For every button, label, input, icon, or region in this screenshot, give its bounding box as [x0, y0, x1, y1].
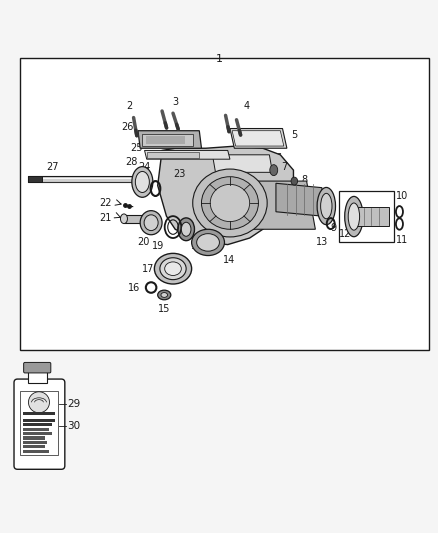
Polygon shape [212, 155, 272, 172]
Ellipse shape [197, 233, 219, 251]
Ellipse shape [345, 197, 363, 237]
Polygon shape [237, 181, 315, 229]
Ellipse shape [201, 177, 258, 229]
Bar [147, 152, 199, 158]
Text: 28: 28 [126, 157, 138, 167]
Bar [23, 432, 52, 435]
Bar [23, 423, 52, 426]
Text: 18: 18 [191, 241, 204, 251]
Text: 3: 3 [172, 96, 178, 107]
Bar [20, 59, 429, 350]
Polygon shape [232, 131, 284, 146]
Bar [142, 134, 193, 146]
Text: 25: 25 [130, 143, 142, 154]
Ellipse shape [135, 172, 149, 192]
Ellipse shape [291, 177, 298, 185]
Text: 10: 10 [396, 190, 408, 200]
Text: 9: 9 [331, 223, 337, 233]
Bar [20, 391, 58, 455]
Bar [23, 419, 55, 422]
Bar [23, 441, 47, 444]
Ellipse shape [154, 253, 192, 284]
Text: 19: 19 [152, 241, 164, 251]
Bar [357, 207, 389, 226]
Ellipse shape [158, 290, 171, 300]
Text: 26: 26 [121, 122, 134, 132]
Ellipse shape [321, 193, 332, 219]
Text: 8: 8 [301, 175, 307, 185]
Text: 17: 17 [142, 264, 154, 273]
Polygon shape [158, 146, 293, 245]
Ellipse shape [317, 188, 336, 225]
Ellipse shape [144, 215, 158, 231]
Ellipse shape [270, 165, 278, 175]
Ellipse shape [132, 167, 153, 197]
Polygon shape [124, 215, 151, 223]
Ellipse shape [210, 184, 250, 222]
Bar [23, 437, 45, 440]
Text: 27: 27 [46, 163, 59, 172]
Text: 22: 22 [99, 198, 112, 208]
Bar [23, 427, 49, 431]
Polygon shape [145, 150, 230, 159]
Ellipse shape [178, 218, 194, 241]
Text: 29: 29 [67, 399, 80, 409]
Text: 5: 5 [291, 130, 297, 140]
Text: 11: 11 [396, 235, 408, 245]
Text: 30: 30 [67, 422, 80, 431]
Ellipse shape [165, 262, 181, 276]
Text: 14: 14 [223, 255, 235, 265]
Ellipse shape [161, 293, 167, 297]
Text: 16: 16 [128, 282, 140, 293]
Bar [28, 176, 147, 182]
Text: 7: 7 [281, 161, 287, 172]
FancyBboxPatch shape [14, 379, 65, 469]
Bar [23, 445, 45, 448]
Text: 15: 15 [158, 304, 170, 314]
Ellipse shape [160, 258, 186, 280]
Text: 20: 20 [138, 237, 150, 247]
Polygon shape [276, 183, 322, 216]
Text: 23: 23 [173, 169, 185, 179]
Ellipse shape [140, 211, 162, 235]
Bar [146, 136, 185, 144]
Text: 13: 13 [316, 237, 328, 247]
Circle shape [28, 392, 49, 413]
Text: 24: 24 [139, 163, 151, 172]
Bar [23, 449, 49, 453]
Bar [28, 176, 42, 182]
Text: 12: 12 [339, 229, 352, 239]
Bar [339, 191, 394, 243]
Text: 4: 4 [243, 101, 249, 111]
Polygon shape [230, 128, 287, 148]
Text: 1: 1 [215, 54, 223, 64]
Text: 2: 2 [126, 101, 132, 111]
FancyBboxPatch shape [24, 362, 51, 373]
Ellipse shape [193, 169, 267, 237]
Polygon shape [138, 131, 201, 148]
Ellipse shape [348, 203, 360, 230]
Ellipse shape [181, 222, 191, 236]
Bar [23, 413, 55, 415]
Text: 21: 21 [99, 213, 112, 223]
Bar [28, 370, 47, 383]
Ellipse shape [191, 229, 224, 255]
Ellipse shape [120, 214, 127, 223]
Text: 6: 6 [275, 153, 281, 163]
